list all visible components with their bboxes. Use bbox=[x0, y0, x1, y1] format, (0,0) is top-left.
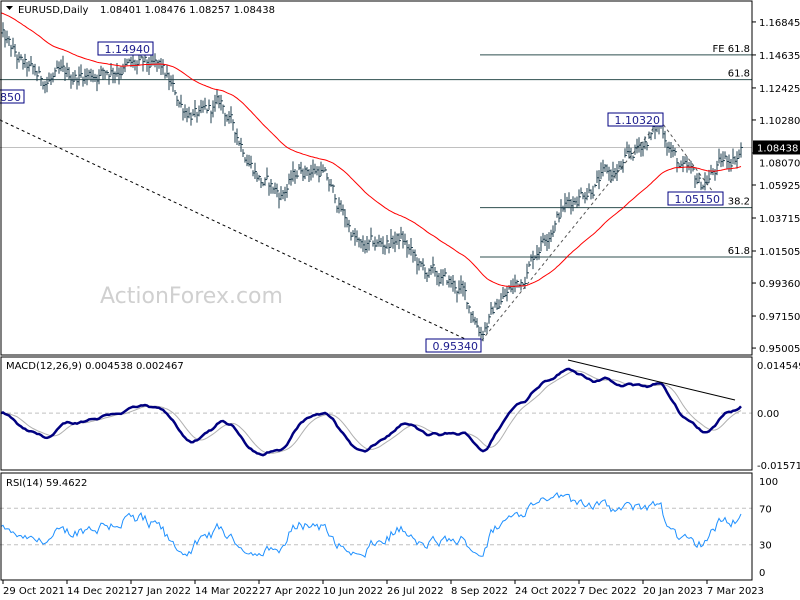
price-label: 1.05150 bbox=[675, 193, 721, 206]
price-label-box bbox=[607, 112, 664, 127]
x-tick-label: 7 Dec 2022 bbox=[579, 586, 637, 597]
x-tick-label: 20 Jan 2023 bbox=[643, 586, 703, 597]
x-tick-label: 8 Sep 2022 bbox=[451, 586, 508, 597]
macd-y-tick-label: 0.00 bbox=[757, 409, 779, 420]
x-tick-label: 10 Jun 2022 bbox=[323, 586, 383, 597]
x-tick-label: 26 Jul 2022 bbox=[387, 586, 444, 597]
x-tick-label: 29 Oct 2021 bbox=[3, 586, 65, 597]
rsi-title: RSI(14) 59.4622 bbox=[6, 478, 87, 489]
fib-level-label: 61.8 bbox=[728, 69, 750, 80]
rsi-y-tick-label: 0 bbox=[759, 568, 765, 579]
price-panel-border bbox=[0, 0, 753, 356]
ohlc-readout: 1.08401 1.08476 1.08257 1.08438 bbox=[100, 5, 275, 16]
rsi-panel[interactable] bbox=[0, 491, 752, 558]
y-tick-label: 1.05925 bbox=[759, 181, 800, 192]
rsi-y-tick-label: 100 bbox=[759, 477, 778, 488]
rsi-panel-border bbox=[0, 472, 753, 581]
price-label: 1850 bbox=[0, 91, 21, 104]
watermark: ActionForex.com bbox=[100, 284, 283, 309]
macd-panel[interactable] bbox=[0, 359, 752, 457]
swing-line-dashed[interactable] bbox=[477, 119, 661, 346]
axes: 1.16845 1.14635 1.12425 1.10280 1.08070 1.059… bbox=[2, 18, 800, 597]
price-label-box bbox=[97, 41, 154, 56]
rsi-line bbox=[0, 491, 742, 558]
y-tick-label: 1.03715 bbox=[759, 214, 800, 225]
y-tick-label: 1.14635 bbox=[759, 51, 800, 62]
macd-y-tick-label: -0.015712 bbox=[757, 461, 800, 472]
x-tick-label: 14 Dec 2021 bbox=[67, 586, 131, 597]
macd-trendline[interactable] bbox=[567, 359, 736, 401]
y-tick-label: 0.99360 bbox=[759, 279, 800, 290]
y-tick-label: 1.01505 bbox=[759, 247, 800, 258]
price-label: 0.95340 bbox=[433, 340, 479, 353]
rsi-y-tick-label: 30 bbox=[759, 541, 772, 552]
x-tick-label: 24 Oct 2022 bbox=[515, 586, 577, 597]
triangle-down-icon[interactable] bbox=[6, 6, 13, 10]
price-label-box bbox=[667, 191, 724, 206]
price-label-box bbox=[425, 338, 482, 353]
trendline-dashed[interactable] bbox=[0, 119, 479, 346]
x-tick-label: 27 Apr 2022 bbox=[259, 586, 321, 597]
macd-title: MACD(12,26,9) 0.004538 0.002467 bbox=[6, 361, 184, 372]
x-tick-label: 7 Mar 2023 bbox=[707, 586, 764, 597]
price-label: 1.10320 bbox=[615, 114, 661, 127]
current-price-tag bbox=[753, 140, 800, 155]
x-tick-label: 27 Jan 2022 bbox=[131, 586, 191, 597]
price-label: 1.14940 bbox=[105, 43, 151, 56]
symbol-timeframe: EURUSD,Daily bbox=[18, 5, 89, 16]
rsi-y-tick-label: 70 bbox=[759, 504, 772, 515]
fib-level-label: FE 61.8 bbox=[712, 44, 750, 55]
macd-y-tick-label: 0.014549 bbox=[757, 361, 800, 372]
current-price-tag-label: 1.08438 bbox=[757, 143, 798, 154]
macd-signal-line bbox=[0, 370, 742, 454]
price-label-box bbox=[0, 89, 25, 104]
y-tick-label: 0.97150 bbox=[759, 312, 800, 323]
fib-level-label: 38.2 bbox=[728, 197, 750, 208]
y-tick-label: 0.95005 bbox=[759, 344, 800, 355]
x-tick-label: 14 Mar 2022 bbox=[195, 586, 258, 597]
macd-panel-border bbox=[0, 356, 753, 471]
y-tick-label: 1.10280 bbox=[759, 116, 800, 127]
y-tick-label: 1.12425 bbox=[759, 84, 800, 95]
price-panel[interactable]: FE 61.8 61.8 38.2 61.8 1.14940 1850 1.10320 1.0… bbox=[0, 12, 752, 353]
moving-average-line bbox=[0, 12, 742, 287]
y-tick-label: 1.08070 bbox=[759, 158, 800, 169]
fib-level-label: 61.8 bbox=[728, 246, 750, 257]
macd-line bbox=[0, 367, 742, 457]
y-tick-label: 1.16845 bbox=[759, 18, 800, 29]
